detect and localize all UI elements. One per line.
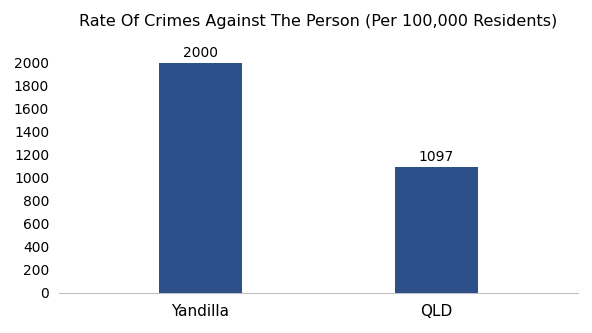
Text: 2000: 2000 (183, 46, 218, 60)
Bar (159, 63, 242, 293)
Text: 1097: 1097 (419, 150, 454, 164)
Bar (395, 167, 478, 293)
Title: Rate Of Crimes Against The Person (Per 100,000 Residents): Rate Of Crimes Against The Person (Per 1… (79, 14, 558, 29)
